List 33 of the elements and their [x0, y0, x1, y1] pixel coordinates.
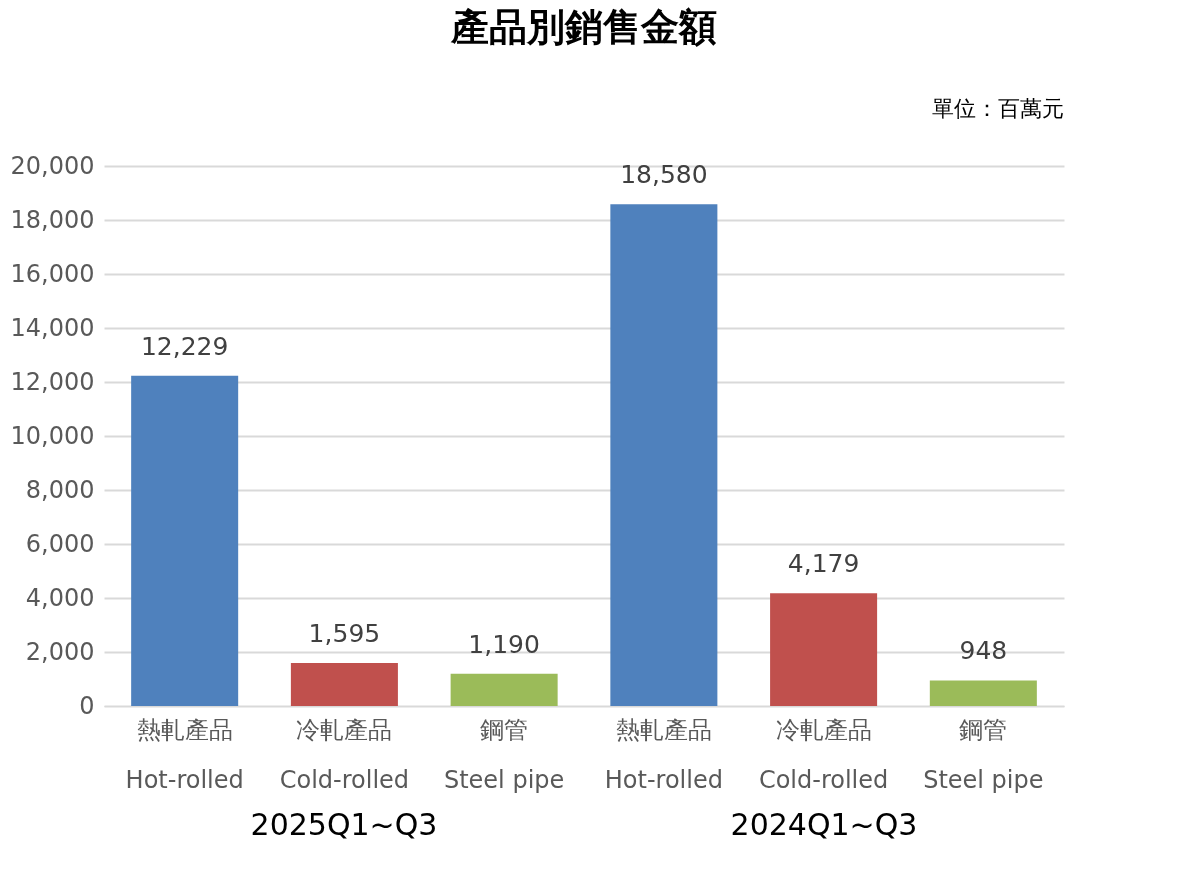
data-label: 1,190 — [468, 629, 540, 659]
x-tick-label: 冷軋產品 Cold-rolled — [279, 715, 410, 794]
text: 2024Q1~Q3 — [730, 807, 918, 842]
data-label: 18,580 — [620, 160, 708, 190]
x-tick-label: 冷軋產品 Cold-rolled — [758, 715, 889, 794]
data-label: 12,229 — [140, 331, 229, 361]
bar — [610, 204, 718, 706]
data-label: 948 — [959, 636, 1008, 666]
x-tick-label: 熱軋產品 Hot-rolled — [125, 715, 244, 794]
bar — [131, 375, 239, 706]
x-tick-label: 熱軋產品 Hot-rolled — [604, 715, 723, 794]
data-label: 4,179 — [787, 549, 860, 579]
y-tick-label: 8,000 — [25, 475, 95, 504]
bar — [290, 662, 398, 706]
text: 單位：百萬元 — [932, 96, 1064, 121]
y-tick-label: 14,000 — [10, 313, 95, 342]
y-tick-label: 2,000 — [25, 637, 95, 666]
bar — [770, 593, 878, 706]
chart-title: 產品別銷售金額 — [450, 5, 717, 49]
x-tick-label: 鋼管 Steel pipe — [443, 715, 565, 794]
y-tick-label: 6,000 — [25, 529, 95, 558]
y-tick-label: 0 — [79, 691, 95, 720]
text: 2025Q1~Q3 — [250, 807, 438, 842]
y-tick-label: 18,000 — [10, 205, 95, 234]
y-tick-label: 10,000 — [10, 421, 95, 450]
y-tick-label: 12,000 — [10, 367, 95, 396]
y-tick-label: 20,000 — [10, 151, 95, 180]
data-label: 1,595 — [308, 618, 381, 648]
x-tick-label: 鋼管 Steel pipe — [923, 715, 1044, 794]
y-tick-label: 4,000 — [25, 583, 95, 612]
bar — [450, 673, 558, 706]
bar — [929, 680, 1037, 706]
y-tick-label: 16,000 — [10, 259, 95, 288]
